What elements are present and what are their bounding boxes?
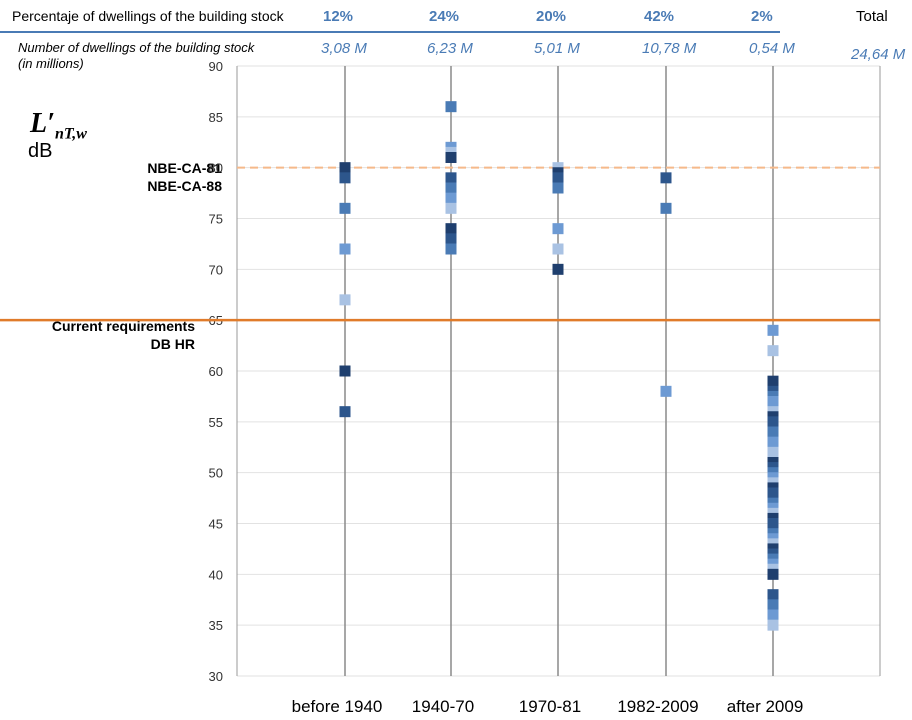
- ref-current-line2: DB HR: [150, 336, 195, 352]
- data-point: [767, 619, 779, 631]
- percentage-value: 42%: [644, 8, 675, 25]
- y-tick-label: 85: [209, 110, 223, 125]
- data-point: [767, 518, 779, 529]
- data-point: [552, 263, 564, 275]
- percentage-value: 12%: [323, 8, 354, 25]
- x-tick-label: 1940-70: [412, 697, 474, 716]
- data-point: [660, 172, 672, 184]
- data-point: [445, 182, 457, 194]
- y-tick-label: 90: [209, 59, 223, 74]
- ref-current-line1: Current requirements: [51, 318, 195, 334]
- data-point: [339, 294, 351, 306]
- data-point: [660, 385, 672, 397]
- ref-old-line1: NBE-CA-81: [147, 160, 222, 176]
- y-tick-label: 60: [209, 364, 223, 379]
- data-point: [339, 172, 351, 184]
- x-tick-label: 1970-81: [519, 697, 581, 716]
- data-point: [767, 426, 779, 438]
- data-points: [339, 101, 779, 631]
- data-point: [445, 192, 457, 204]
- data-point: [552, 243, 564, 255]
- data-point: [767, 599, 779, 611]
- data-point: [445, 202, 457, 214]
- reference-lines: [0, 166, 880, 322]
- y-tick-label: 50: [209, 466, 223, 481]
- ref-old-line2: NBE-CA-88: [147, 178, 222, 194]
- data-point: [339, 243, 351, 255]
- y-axis-title: L′nT,w: [30, 108, 87, 144]
- row2-label-line2: (in millions): [18, 56, 84, 71]
- data-point: [552, 223, 564, 235]
- data-point: [767, 375, 779, 387]
- y-tick-label: 75: [209, 212, 223, 227]
- y-axis-title-main: L′: [30, 108, 55, 139]
- data-point: [445, 233, 457, 245]
- data-point: [767, 396, 779, 407]
- data-point: [767, 345, 779, 357]
- data-point: [339, 202, 351, 214]
- dwellings-value: 5,01 M: [534, 40, 580, 57]
- y-tick-label: 45: [209, 517, 223, 532]
- header-rule: [0, 31, 780, 33]
- data-point: [552, 172, 564, 184]
- dwellings-value: 0,54 M: [749, 40, 795, 57]
- data-point: [445, 101, 457, 113]
- x-tick-label: before 1940: [292, 697, 383, 716]
- y-axis-title-sub: nT,w: [54, 125, 87, 143]
- data-point: [767, 487, 779, 499]
- y-axis-unit: dB: [28, 140, 53, 162]
- dwellings-value: 10,78 M: [642, 40, 697, 57]
- data-point: [445, 152, 457, 163]
- total-label: Total: [856, 8, 888, 25]
- y-tick-label: 30: [209, 669, 223, 684]
- row2-label-line1: Number of dwellings of the building stoc…: [18, 40, 255, 55]
- data-point: [445, 243, 457, 255]
- data-point: [660, 202, 672, 214]
- data-point: [339, 365, 351, 377]
- total-dwellings: 24,64 M: [851, 46, 906, 63]
- y-tick-label: 80: [209, 161, 223, 176]
- data-point: [767, 436, 779, 448]
- data-point: [767, 568, 779, 580]
- x-tick-labels: before 1940 1940-70 1970-81 1982-2009 after …: [292, 697, 804, 716]
- data-point: [339, 162, 351, 174]
- data-point: [767, 609, 779, 621]
- percentage-value: 24%: [429, 8, 460, 25]
- dwellings-value: 6,23 M: [427, 40, 473, 57]
- data-point: [445, 172, 457, 184]
- y-tick-label: 70: [209, 262, 223, 277]
- y-tick-label: 40: [209, 567, 223, 582]
- data-point: [445, 223, 457, 235]
- data-point: [767, 589, 779, 601]
- row1-label: Percentaje of dwellings of the building …: [12, 8, 284, 24]
- y-tick-label: 55: [209, 415, 223, 430]
- data-point: [767, 446, 779, 458]
- x-tick-label: after 2009: [727, 697, 804, 716]
- x-tick-label: 1982-2009: [617, 697, 698, 716]
- percentage-value: 20%: [536, 8, 567, 25]
- data-point: [767, 324, 779, 336]
- dwellings-value: 3,08 M: [321, 40, 367, 57]
- data-point: [767, 416, 779, 428]
- y-tick-label: 35: [209, 618, 223, 633]
- data-point: [552, 182, 564, 194]
- percentage-value: 2%: [751, 8, 773, 25]
- data-point: [339, 406, 351, 418]
